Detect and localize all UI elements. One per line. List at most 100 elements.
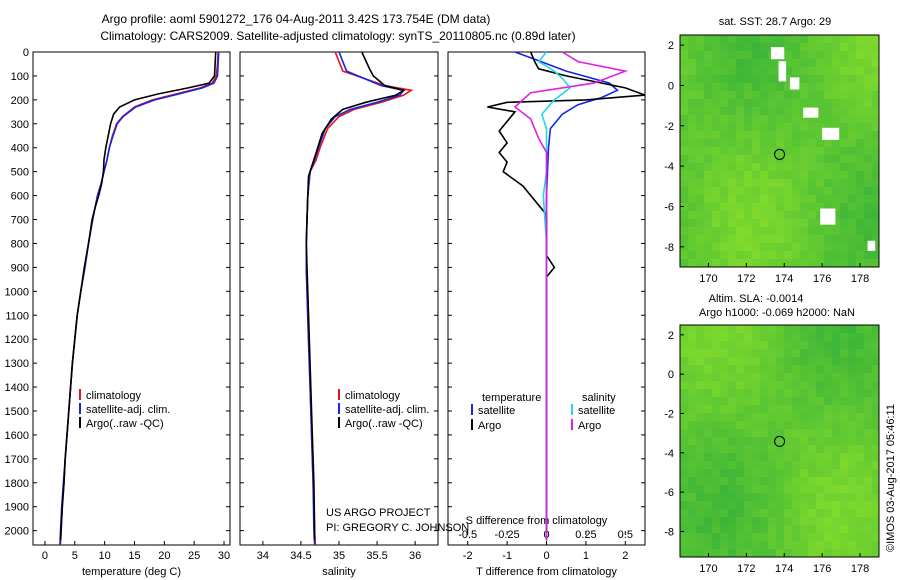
map-cell [816, 349, 824, 357]
map-y-tick-label: -6 [664, 487, 674, 499]
map-cell [688, 421, 696, 429]
map-cell [752, 493, 760, 501]
map-cell [784, 83, 792, 91]
map-cell [712, 549, 720, 557]
map-cell [832, 59, 840, 67]
map-cell [760, 477, 768, 485]
map-cell [736, 333, 744, 341]
map-cell [752, 203, 760, 211]
x-tick-label: 15 [128, 550, 140, 562]
map-cell [728, 421, 736, 429]
map-cell [848, 203, 856, 211]
map-cell [744, 429, 752, 437]
map-cell [712, 211, 720, 219]
map-cell [720, 365, 728, 373]
map-cell [848, 123, 856, 131]
map-cell [768, 341, 776, 349]
map-cell [728, 533, 736, 541]
map-cell [704, 469, 712, 477]
map-cell [824, 493, 832, 501]
map-cell [744, 405, 752, 413]
map-cell [680, 405, 688, 413]
map-cell [776, 549, 784, 557]
map-cell [848, 357, 856, 365]
map-cell [736, 453, 744, 461]
map-cell [840, 91, 848, 99]
map-field [680, 325, 879, 557]
map-y-tick-label: -4 [664, 161, 674, 173]
map-cell [856, 219, 864, 227]
map-cell [728, 187, 736, 195]
map-cell [760, 195, 768, 203]
map-cell [864, 525, 872, 533]
map-cell [752, 477, 760, 485]
map-cell [704, 163, 712, 171]
map-cell [784, 341, 792, 349]
map-cell [680, 51, 688, 59]
map-cell [680, 421, 688, 429]
map-cell [728, 235, 736, 243]
map-cell [736, 139, 744, 147]
map-cell [728, 35, 736, 43]
map-cell [856, 163, 864, 171]
map-cell [696, 365, 704, 373]
map-cell [832, 147, 840, 155]
map-cell [704, 107, 712, 115]
map-cell [760, 139, 768, 147]
map-cell [840, 107, 848, 115]
map-cell [768, 131, 776, 139]
y-tick-label: 1700 [5, 454, 29, 466]
map-cell [856, 139, 864, 147]
map-cell [824, 107, 832, 115]
map-cell [704, 541, 712, 549]
map-cell [712, 147, 720, 155]
map-cell [712, 35, 720, 43]
map-cell [752, 373, 760, 381]
map-cell [848, 187, 856, 195]
map-cell [840, 445, 848, 453]
map-cell [752, 43, 760, 51]
map-cell [840, 235, 848, 243]
map-cell [848, 251, 856, 259]
map-cell [704, 333, 712, 341]
map-cell [816, 115, 824, 123]
map-cell [752, 357, 760, 365]
map-cell [704, 83, 712, 91]
map-cell [720, 373, 728, 381]
map-cell [688, 115, 696, 123]
map-cell [712, 381, 720, 389]
map-cell [752, 541, 760, 549]
map-cell [720, 163, 728, 171]
map-cell [712, 493, 720, 501]
map-y-tick-label: -2 [664, 408, 674, 420]
map-cell [792, 115, 800, 123]
map-cell [752, 397, 760, 405]
map-cell [872, 493, 879, 501]
map-cell [768, 453, 776, 461]
map-cell [824, 349, 832, 357]
map-cell [704, 235, 712, 243]
map-cell [688, 243, 696, 251]
map-cell [856, 131, 864, 139]
map-cell [728, 501, 736, 509]
map-cell [816, 179, 824, 187]
map-cell [856, 59, 864, 67]
map-cell [784, 437, 792, 445]
map-cell [752, 421, 760, 429]
map-cell [704, 147, 712, 155]
map-cell [840, 429, 848, 437]
map-cell [736, 259, 744, 267]
map-cell [864, 397, 872, 405]
top-x-axis-label: S difference from climatology [466, 515, 608, 527]
map-cell [720, 357, 728, 365]
map-cell [856, 461, 864, 469]
map-cell [784, 67, 792, 75]
map-cell [688, 453, 696, 461]
map-cell [776, 389, 784, 397]
map-cell [768, 123, 776, 131]
map-cell [736, 235, 744, 243]
map-cell [704, 35, 712, 43]
map-cell [704, 195, 712, 203]
map-cell [848, 195, 856, 203]
map-cell [760, 349, 768, 357]
